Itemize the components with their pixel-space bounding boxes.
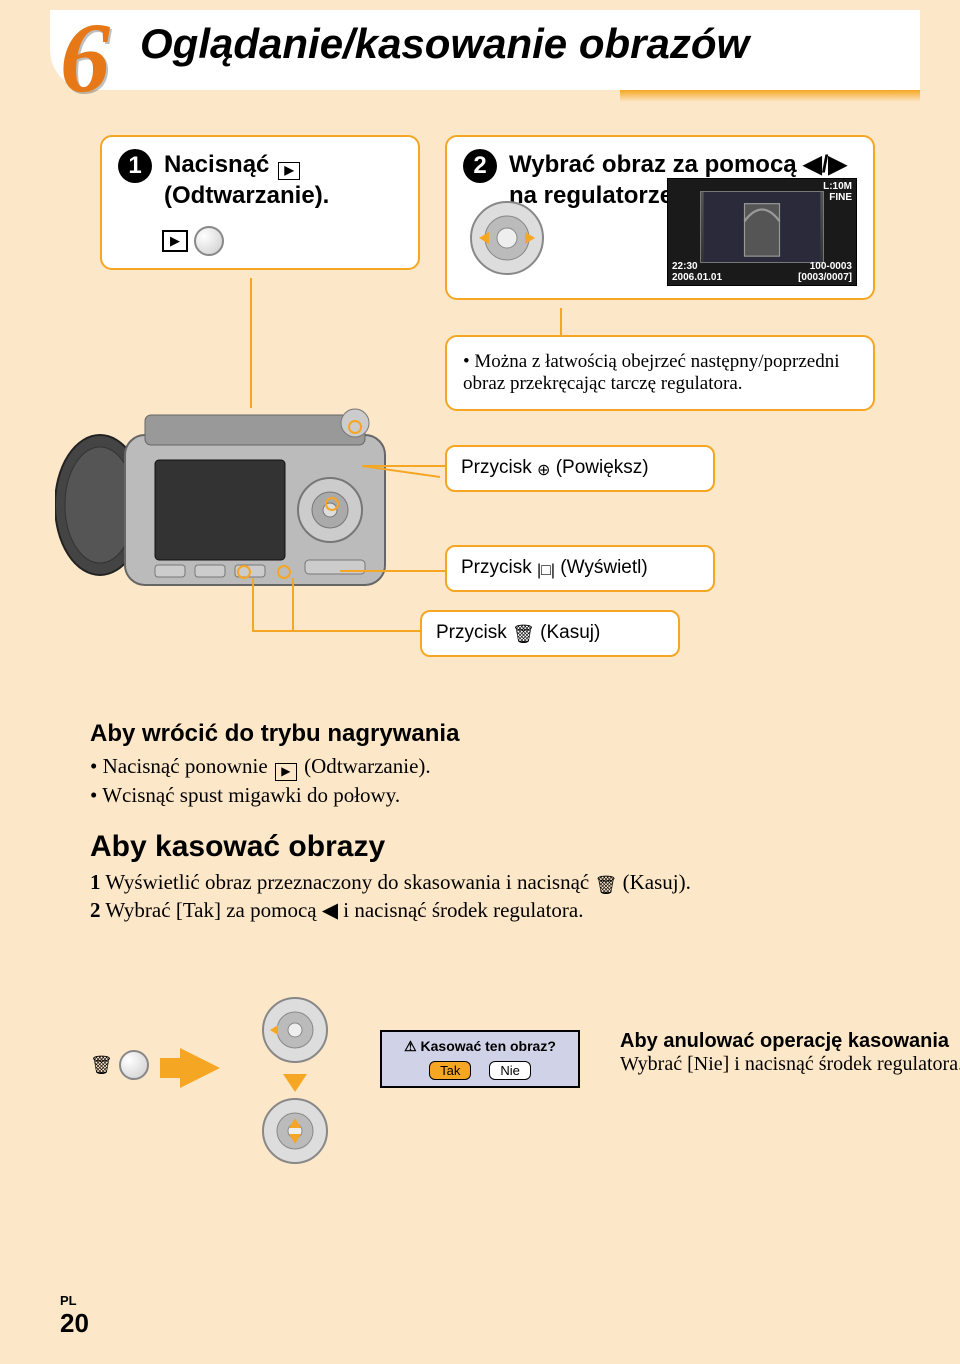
leader-line [292,578,294,630]
label-zoom-suffix: (Powiększ) [556,457,649,478]
leader-line [340,570,445,572]
display-icon: |□| [537,562,555,580]
delete-heading: Aby kasować obrazy [90,830,890,864]
preview-image-placeholder [700,191,824,263]
leader-dot [348,420,362,434]
magnify-plus-icon: ⊕ [537,460,550,480]
arrow-right-icon [180,1048,220,1088]
label-delete: Przycisk 🗑 (Kasuj) [420,610,680,657]
play-icon: ▶ [162,230,188,252]
camera-illustration [55,365,405,615]
playback-button-illustration: ▶ [162,226,224,256]
tip-box: • Można z łatwością obejrzeć następny/po… [445,335,875,411]
dialog-no-button[interactable]: Nie [489,1061,531,1080]
label-display: Przycisk |□| (Wyświetl) [445,545,715,592]
return-bullet-1: • Nacisnąć ponownie ▶ (Odtwarzanie). [90,754,870,781]
leader-line [560,308,562,335]
footer-lang: PL [60,1293,89,1308]
return-bullet-2: • Wcisnąć spust migawki do połowy. [90,783,870,808]
play-icon: ▶ [275,763,297,781]
leader-line [252,630,420,632]
trash-icon: 🗑 [90,1055,113,1076]
delete-step-1: 1 Wyświetlić obraz przeznaczony do skaso… [90,870,890,896]
label-delete-suffix: (Kasuj) [540,622,600,643]
cancel-heading: Aby anulować operację kasowania [620,1030,960,1053]
controller-press-illustration [260,995,330,1171]
lcd-bottom-info: 22:30 2006.01.01 100-0003 [0003/0007] [672,261,852,283]
arrow-down-icon [283,1074,307,1092]
round-button-icon [194,226,224,256]
trash-icon: 🗑 [512,624,535,645]
leader-line [362,465,445,467]
trash-button-illustration: 🗑 [90,1050,149,1080]
footer-page-number: 20 [60,1308,89,1339]
leader-dot [237,565,251,579]
lcd-preview: L:10M FINE 22:30 2006.01.01 100-0003 [00… [667,178,857,286]
confirm-dialog: ⚠ Kasować ten obraz? Tak Nie [380,1030,580,1088]
step-2-number: 2 [463,149,497,183]
delete-section: Aby kasować obrazy 1 Wyświetlić obraz pr… [90,830,890,925]
play-icon: ▶ [278,162,300,180]
cancel-block: Aby anulować operację kasowania Wybrać [… [620,1030,960,1076]
step-1-text-after: (Odtwarzanie). [164,182,329,209]
leader-dot [277,565,291,579]
leader-dot [325,497,339,511]
leader-line [252,578,254,630]
dialog-yes-button[interactable]: Tak [429,1061,471,1080]
step-2-box: 2 Wybrać obraz za pomocą ◀/▶ na regulato… [445,135,875,300]
step-2-line1: Wybrać obraz za pomocą ◀/▶ [509,151,847,178]
label-zoom-prefix: Przycisk [461,457,537,478]
label-display-suffix: (Wyświetl) [560,557,647,578]
page-title: Oglądanie/kasowanie obrazów [140,20,749,68]
step-1-number: 1 [118,149,152,183]
return-section: Aby wrócić do trybu nagrywania • Nacisną… [90,720,870,810]
confirm-area: 🗑 ⚠ Kasować ten obraz? Tak Nie Aby anulo… [90,1000,890,1140]
step-1-box: 1 Nacisnąć ▶ (Odtwarzanie). ▶ [100,135,420,270]
step-1-text-before: Nacisnąć [164,151,269,178]
label-zoom: Przycisk ⊕ (Powiększ) [445,445,715,492]
section-number: 6 [60,0,110,115]
lcd-top-info: L:10M FINE [823,181,852,203]
controller-illustration [467,198,547,283]
label-delete-prefix: Przycisk [436,622,512,643]
return-heading: Aby wrócić do trybu nagrywania [90,720,870,748]
label-display-prefix: Przycisk [461,557,537,578]
dialog-title: ⚠ Kasować ten obraz? [388,1038,572,1055]
round-button-icon [119,1050,149,1080]
page-footer: PL 20 [60,1293,89,1339]
trash-icon: 🗑 [595,875,618,896]
delete-step-2: 2 Wybrać [Tak] za pomocą ◀ i nacisnąć śr… [90,898,890,923]
step-1-title: Nacisnąć ▶ (Odtwarzanie). [164,149,402,211]
cancel-body: Wybrać [Nie] i nacisnąć środek regulator… [620,1053,960,1076]
leader-line [250,278,252,408]
